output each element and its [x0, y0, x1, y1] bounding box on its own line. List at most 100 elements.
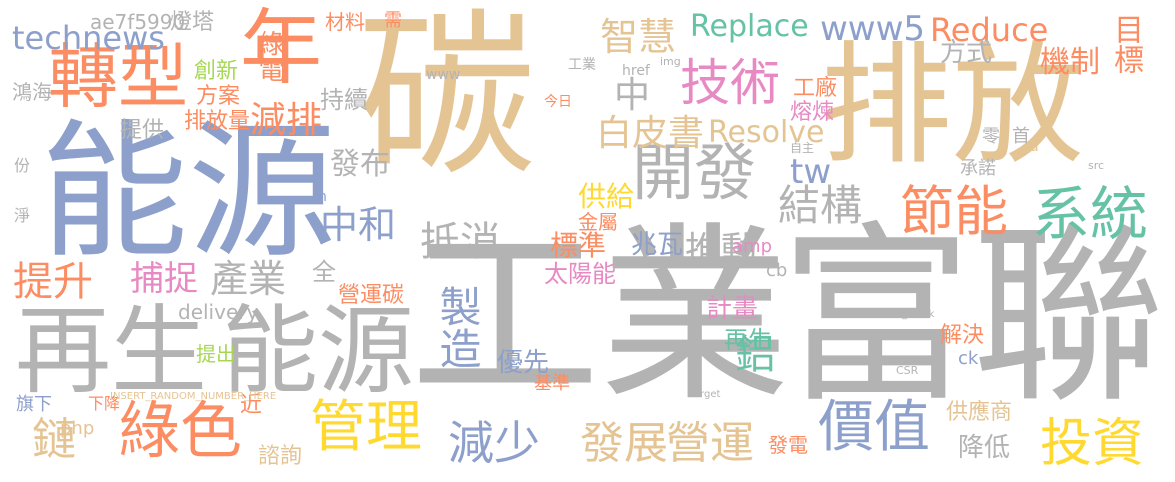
word-tw: tw	[790, 152, 832, 192]
word-invest: 投資	[1040, 414, 1145, 474]
word-provide: 提供	[120, 118, 165, 143]
word-manufacture: 製造	[433, 285, 482, 369]
word-power-gen: 發電	[768, 433, 808, 457]
word-first: 首	[1012, 126, 1030, 147]
word-offset: 抵消	[420, 219, 500, 265]
word-reduce-zh: 減少	[448, 416, 540, 470]
word-op-carbon: 營運碳	[338, 283, 405, 308]
word-delivery: delivery	[178, 300, 259, 324]
word-release: 發布	[330, 147, 390, 182]
word-metal: 金屬	[578, 210, 618, 234]
word-capture: 捕捉	[130, 259, 198, 299]
word-year: 年	[240, 1, 323, 96]
word-net: 淨	[14, 206, 31, 225]
word-promote: 推動	[685, 230, 758, 271]
word-develop: 開發	[632, 136, 757, 209]
word-subsidiary: 旗下	[16, 394, 52, 415]
word-supply: 供給	[578, 180, 635, 213]
word-resolve: Resolve	[708, 115, 825, 150]
word-honhai: 鴻海	[12, 80, 52, 104]
word-cut: 減排	[250, 100, 323, 141]
word-today: 今日	[544, 94, 572, 110]
word-solve: 解決	[940, 323, 985, 348]
word-emission: 排放	[820, 29, 1084, 183]
word-energy: 能源	[40, 106, 336, 278]
word-foxconn: 富聯	[780, 206, 1164, 429]
word-standard: 標準	[550, 229, 607, 262]
word-baseline: 基準	[534, 373, 570, 394]
word-www: www	[426, 67, 461, 83]
word-renew: 再生	[724, 326, 772, 354]
word-n: n	[318, 189, 327, 205]
word-transform: 轉型	[48, 36, 188, 118]
word-neutral: 中和	[320, 203, 397, 247]
word-replace: Replace	[690, 9, 809, 44]
word-value: 價值	[818, 395, 930, 460]
word-hash: ae7f5990	[90, 10, 186, 34]
word-smelting: 熔煉	[790, 100, 835, 125]
word-consult: 諮詢	[258, 444, 303, 469]
word-project: 計畫	[706, 294, 759, 324]
word-smart: 智慧	[600, 15, 677, 59]
word-commit: 承諾	[960, 158, 996, 179]
word-zero: 零	[982, 126, 1000, 147]
word-structure: 結構	[778, 181, 863, 230]
word-solar: 太陽能	[544, 260, 616, 288]
word-zhong: 中	[614, 75, 651, 116]
word-tan: 碳	[358, 0, 536, 200]
word-plan: 方案	[196, 84, 241, 109]
word-copy: 份	[14, 156, 31, 175]
word-megawatt: 兆瓦	[631, 230, 684, 260]
word-src: src	[1088, 159, 1105, 172]
word-tech: 技術	[680, 54, 780, 112]
word-industry-small: 工業	[568, 57, 596, 73]
word-ck: ck	[958, 348, 979, 369]
word-factory: 工廠	[793, 76, 838, 101]
word-industry-sector: 產業	[210, 257, 287, 301]
word-php: php	[60, 418, 95, 439]
word-lower: 降低	[958, 433, 1011, 463]
word-manage: 管理	[310, 395, 422, 460]
word-cb: cb	[766, 260, 788, 281]
word-blank: _blank	[902, 309, 935, 320]
word-whitepaper: 白皮書	[596, 113, 705, 154]
word-mechanism: 機制	[1040, 45, 1100, 80]
word-need: 需	[384, 10, 402, 31]
word-supplier: 供應商	[946, 400, 1013, 425]
word-renewable: 再生	[15, 295, 207, 407]
word-amp: amp	[732, 236, 772, 257]
word-chain: 鏈	[32, 414, 76, 465]
word-decline: 下降	[88, 394, 121, 413]
word-autonomous: 自主	[790, 141, 815, 155]
word-csr: CSR	[896, 364, 919, 377]
word-technews: technews	[12, 19, 165, 57]
word-innovation: 創新	[194, 59, 239, 84]
word-reduce: Reduce	[930, 11, 1049, 49]
word-system: 系統	[1032, 180, 1149, 248]
word-placeholder: INSERT_RANDOM_NUMBER_HERE	[110, 391, 277, 402]
word-near: 近	[240, 393, 263, 418]
word-target-attr: target	[690, 389, 721, 400]
word-method: 方式	[940, 38, 993, 68]
word-green-power: 綠電	[254, 30, 284, 82]
word-improve: 提升	[13, 259, 93, 305]
word-all: 全	[312, 258, 336, 286]
word-material: 材料	[325, 10, 365, 34]
word-propose: 提出	[196, 342, 236, 366]
word-target: 目標	[1108, 14, 1143, 74]
word-emission-amount: 排放量	[184, 109, 251, 134]
word-industry: 工業	[410, 206, 791, 427]
word-operate: 營運	[666, 418, 754, 469]
word-green: 綠色	[118, 394, 243, 467]
word-a: a	[1030, 139, 1039, 155]
word-href: href	[622, 63, 650, 79]
word-saving: 節能	[900, 180, 1008, 243]
word-lighthouse: 燈塔	[170, 10, 215, 35]
word-energy-2: 能源	[222, 295, 414, 407]
word-aluminium: 鋁	[735, 332, 775, 378]
word-growth: 發展	[580, 418, 668, 469]
word-priority: 優先	[497, 348, 550, 378]
word-www5: www5	[820, 9, 926, 49]
word-img: img	[660, 55, 681, 68]
